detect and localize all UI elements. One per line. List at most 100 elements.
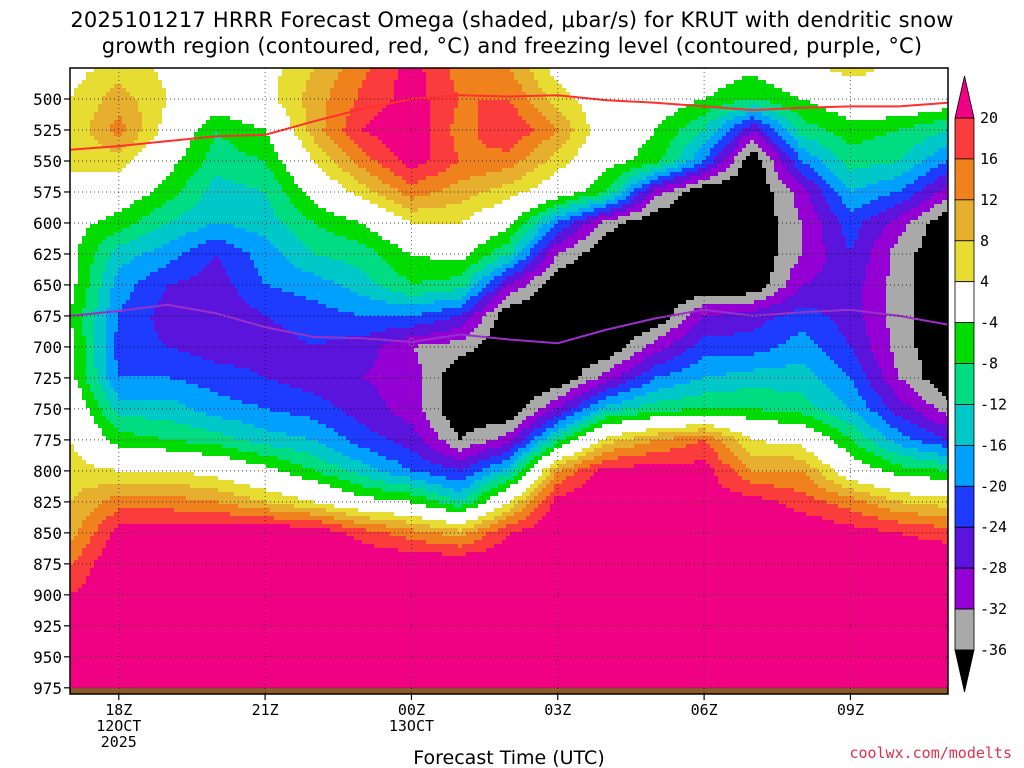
omega-cell <box>250 72 255 77</box>
omega-cell <box>830 112 835 117</box>
omega-cell <box>818 112 823 117</box>
omega-cell <box>658 80 663 85</box>
omega-cell <box>910 96 915 101</box>
omega-cell <box>826 72 831 77</box>
omega-cell <box>334 108 339 113</box>
omega-cell <box>622 112 627 117</box>
omega-cell <box>542 124 547 129</box>
omega-cell <box>806 88 811 93</box>
omega-cell <box>438 92 443 97</box>
omega-cell <box>642 120 647 125</box>
omega-cell <box>746 152 751 157</box>
omega-cell <box>102 148 107 153</box>
omega-cell <box>614 72 619 77</box>
omega-cell <box>638 76 643 81</box>
omega-cell <box>118 120 123 125</box>
omega-cell <box>930 128 935 133</box>
omega-cell <box>566 96 571 101</box>
omega-cell <box>242 140 247 145</box>
omega-cell <box>434 152 439 157</box>
omega-cell <box>110 136 115 141</box>
omega-cell <box>378 124 383 129</box>
omega-cell <box>806 116 811 121</box>
omega-cell <box>650 92 655 97</box>
omega-cell <box>282 80 287 85</box>
omega-cell <box>782 84 787 89</box>
omega-cell <box>198 104 203 109</box>
omega-cell <box>222 96 227 101</box>
omega-cell <box>898 116 903 121</box>
omega-cell <box>326 144 331 149</box>
omega-cell <box>278 80 283 85</box>
omega-cell <box>298 124 303 129</box>
omega-cell <box>158 132 163 137</box>
omega-cell <box>298 148 303 153</box>
omega-cell <box>694 80 699 85</box>
omega-cell <box>446 84 451 89</box>
omega-cell <box>458 80 463 85</box>
omega-cell <box>642 104 647 109</box>
omega-cell <box>78 76 83 81</box>
omega-cell <box>122 108 127 113</box>
omega-cell <box>378 128 383 133</box>
omega-cell <box>154 108 159 113</box>
omega-cell <box>554 132 559 137</box>
omega-cell <box>370 156 375 161</box>
omega-cell <box>582 76 587 81</box>
omega-cell <box>770 100 775 105</box>
omega-cell <box>74 68 79 73</box>
omega-cell <box>706 108 711 113</box>
omega-cell <box>234 136 239 141</box>
omega-cell <box>946 144 948 149</box>
omega-cell <box>422 92 427 97</box>
omega-cell <box>622 96 627 101</box>
omega-cell <box>874 108 879 113</box>
omega-cell <box>302 156 307 161</box>
omega-cell <box>746 132 751 137</box>
omega-cell <box>462 128 467 133</box>
omega-cell <box>802 100 807 105</box>
omega-cell <box>346 156 351 161</box>
omega-cell <box>266 84 271 89</box>
omega-cell <box>694 144 699 149</box>
omega-cell <box>570 72 575 77</box>
omega-cell <box>602 156 607 161</box>
omega-cell <box>206 76 211 81</box>
omega-cell <box>482 104 487 109</box>
omega-cell <box>926 132 931 137</box>
omega-cell <box>326 88 331 93</box>
omega-cell <box>246 72 251 77</box>
omega-cell <box>458 132 463 137</box>
omega-cell <box>202 68 207 73</box>
omega-cell <box>606 120 611 125</box>
omega-cell <box>542 68 547 73</box>
omega-cell <box>586 84 591 89</box>
omega-cell <box>370 148 375 153</box>
omega-cell <box>726 148 731 153</box>
omega-cell <box>566 80 571 85</box>
omega-cell <box>606 72 611 77</box>
omega-cell <box>154 148 159 153</box>
omega-cell <box>938 112 943 117</box>
omega-cell <box>654 140 659 145</box>
omega-cell <box>354 96 359 101</box>
omega-cell <box>946 80 948 85</box>
omega-cell <box>510 120 515 125</box>
omega-cell <box>682 112 687 117</box>
omega-cell <box>134 80 139 85</box>
omega-cell <box>302 128 307 133</box>
omega-cell <box>706 132 711 137</box>
omega-cell <box>546 108 551 113</box>
omega-cell <box>686 112 691 117</box>
omega-cell <box>170 72 175 77</box>
omega-cell <box>454 104 459 109</box>
omega-cell <box>422 88 427 93</box>
omega-cell <box>110 112 115 117</box>
omega-cell <box>706 124 711 129</box>
omega-cell <box>694 88 699 93</box>
omega-cell <box>142 156 147 161</box>
omega-cell <box>354 68 359 73</box>
omega-cell <box>162 108 167 113</box>
omega-cell <box>942 124 947 129</box>
omega-cell <box>502 68 507 73</box>
